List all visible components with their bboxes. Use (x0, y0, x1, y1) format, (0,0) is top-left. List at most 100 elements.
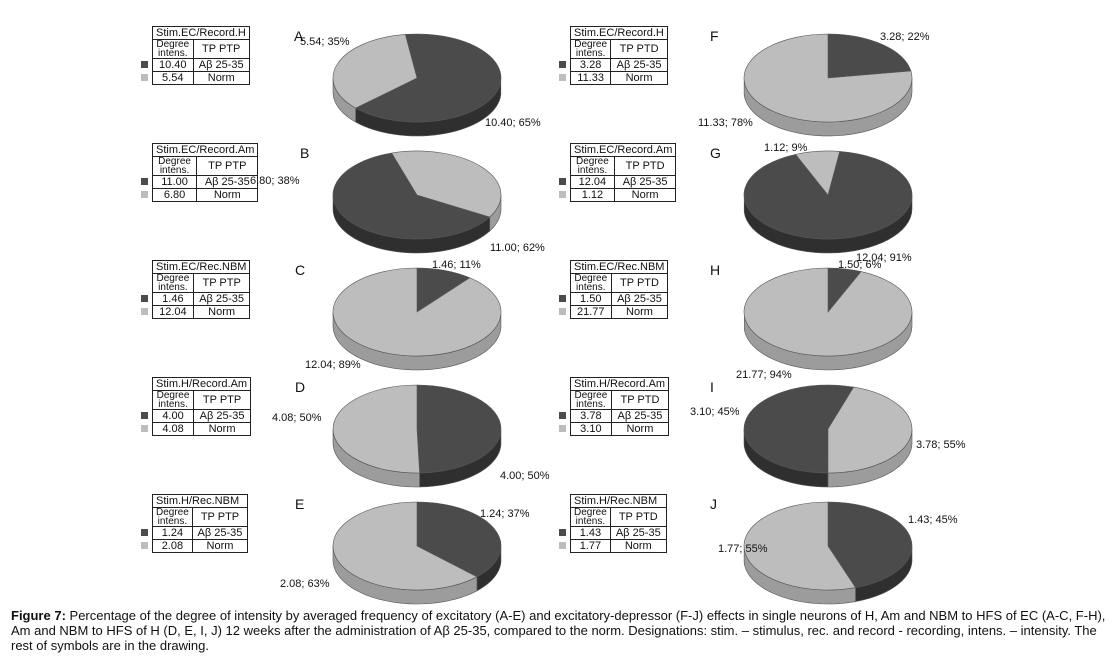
pie-data-label: 1.50; 6% (838, 259, 882, 271)
legend-series-name: Norm (610, 422, 670, 436)
legend-series-name: Aβ 25-35 (613, 175, 677, 189)
legend-value: 21.77 (570, 305, 612, 319)
legend-series-name: Aβ 25-35 (196, 175, 259, 189)
legend-series-name: Norm (192, 71, 250, 85)
caption-text: Percentage of the degree of intensity by… (11, 608, 1106, 653)
legend-value: 6.80 (151, 188, 198, 202)
pie-slice-norm (332, 501, 478, 591)
pie-data-label: 21.77; 94% (736, 369, 792, 381)
legend-value: 3.28 (569, 58, 612, 72)
panel-letter: G (710, 145, 721, 161)
pie-slice-abeta (827, 33, 912, 79)
panel-letter: C (295, 262, 306, 278)
legend-series-name: Norm (609, 539, 667, 553)
legend-swatch (558, 412, 566, 419)
pie-chart: 3.78; 55% 3.10; 45% (690, 384, 966, 488)
pie-data-label: 6.80; 38% (250, 175, 300, 187)
legend-swatch (140, 308, 148, 315)
pie-chart: 11.00; 62% 6.80; 38% (250, 150, 545, 254)
legend-value: 2.08 (152, 539, 193, 553)
legend-series-name: Norm (613, 188, 677, 202)
pie-data-label: 5.54; 35% (300, 36, 350, 48)
legend-table: Stim.H/Record.Am Degree intens. TP PTP 4.00 A… (140, 377, 252, 436)
legend-table: Stim.H/Rec.NBM Degree intens. TP PTD 1.43 Aβ … (558, 494, 667, 553)
panel-letter: I (710, 379, 714, 395)
legend-swatch (558, 308, 566, 315)
panel-letter: E (295, 496, 305, 512)
legend-series-name: Aβ 25-35 (610, 409, 670, 423)
pie-slice-norm (391, 150, 502, 218)
chart-panel-i: Stim.H/Record.Am Degree intens. TP PTD 3.78 A… (558, 377, 1113, 495)
legend-table: Stim.H/Record.Am Degree intens. TP PTD 3.78 A… (558, 377, 670, 436)
chart-panel-h: Stim.EC/Rec.NBM Degree intens. TP PTD 1.50 Aβ… (558, 259, 1113, 381)
legend-title: Stim.H/Rec.NBM (570, 494, 667, 508)
pie-data-label: 4.08; 50% (272, 412, 322, 424)
legend-series-name: Norm (192, 305, 251, 319)
legend-swatch (140, 425, 148, 432)
legend-swatch (558, 529, 566, 536)
legend-header-degree: Degree intens. (569, 39, 612, 59)
legend-value: 4.08 (151, 422, 195, 436)
legend-series-name: Aβ 25-35 (191, 526, 249, 540)
legend-swatch (558, 178, 566, 185)
pie-slice-abeta (332, 152, 491, 240)
legend-table: Stim.EC/Record.Am Degree intens. TP PTD 12.0… (558, 143, 677, 202)
legend-swatch (558, 74, 566, 81)
panel-letter: J (710, 496, 717, 512)
pie-data-label: 3.78; 55% (916, 439, 966, 451)
legend-value: 3.78 (570, 409, 612, 423)
pie-slice-norm (332, 384, 420, 474)
legend-table: Stim.H/Rec.NBM Degree intens. TP PTP 1.24 Aβ … (140, 494, 249, 553)
legend-title: Stim.EC/Record.Am (569, 143, 677, 157)
pie-data-label: 3.28; 22% (880, 31, 930, 43)
legend-header-type: TP PTP (193, 390, 252, 410)
figure: Stim.EC/Record.H Degree intens. TP PTP 10.40… (140, 26, 1113, 605)
legend-swatch (558, 61, 566, 68)
legend-series-name: Norm (193, 422, 252, 436)
pie-slice-norm (743, 501, 857, 591)
pie-slice-abeta (355, 33, 502, 123)
pie-data-label: 1.46; 11% (432, 259, 481, 271)
legend-swatch (140, 542, 148, 549)
legend-swatch (140, 412, 148, 419)
chart-panel-j: Stim.H/Rec.NBM Degree intens. TP PTD 1.43 Aβ … (558, 494, 1113, 612)
chart-panel-d: Stim.H/Record.Am Degree intens. TP PTP 4.00 A… (140, 377, 696, 495)
legend-title: Stim.EC/Rec.NBM (569, 260, 669, 274)
pie-chart: 1.50; 6% 21.77; 94% (736, 259, 913, 381)
pie-data-label: 1.12; 9% (764, 142, 808, 154)
legend-value: 3.10 (570, 422, 612, 436)
legend-table: Stim.EC/Rec.NBM Degree intens. TP PTP 1.46 Aβ… (140, 260, 251, 319)
legend-swatch (140, 61, 148, 68)
pie-slice-norm (795, 150, 841, 196)
pie-slice-abeta (743, 384, 855, 474)
legend-value: 11.00 (151, 175, 198, 189)
pie-data-label: 11.33; 78% (698, 117, 753, 129)
legend-header-degree: Degree intens. (570, 390, 612, 410)
legend-swatch (140, 74, 148, 81)
caption-label: Figure 7: (11, 608, 66, 623)
legend-header-type: TP PTP (192, 273, 251, 293)
panel-letter: H (710, 262, 721, 278)
legend-series-name: Norm (191, 539, 249, 553)
legend-value: 5.54 (152, 71, 194, 85)
legend-swatch (558, 191, 566, 198)
pie-chart: 10.40; 65% 5.54; 35% (300, 33, 541, 137)
legend-swatch (140, 191, 148, 198)
legend-table: Stim.EC/Rec.NBM Degree intens. TP PTD 1.50 Aβ… (558, 260, 669, 319)
panel-letter: D (295, 379, 306, 395)
pie-data-label: 3.10; 45% (690, 406, 740, 418)
legend-value: 1.12 (570, 188, 615, 202)
pie-chart: 4.00; 50% 4.08; 50% (272, 384, 550, 488)
legend-swatch (140, 178, 148, 185)
legend-swatch (558, 425, 566, 432)
legend-value: 12.04 (570, 175, 615, 189)
pie-data-label: 12.04; 89% (305, 359, 361, 371)
pie-slice-norm (743, 33, 913, 123)
legend-series-name: Norm (610, 305, 669, 319)
pie-data-label: 1.77; 55% (718, 543, 768, 555)
pie-data-label: 11.00; 62% (490, 242, 545, 254)
pie-slice-abeta (416, 501, 502, 578)
figure-caption: Figure 7: Percentage of the degree of in… (11, 608, 1107, 653)
chart-panel-b: Stim.EC/Record.Am Degree intens. TP PTP 11.0… (140, 143, 696, 261)
legend-header-type: TP PTP (192, 39, 250, 59)
